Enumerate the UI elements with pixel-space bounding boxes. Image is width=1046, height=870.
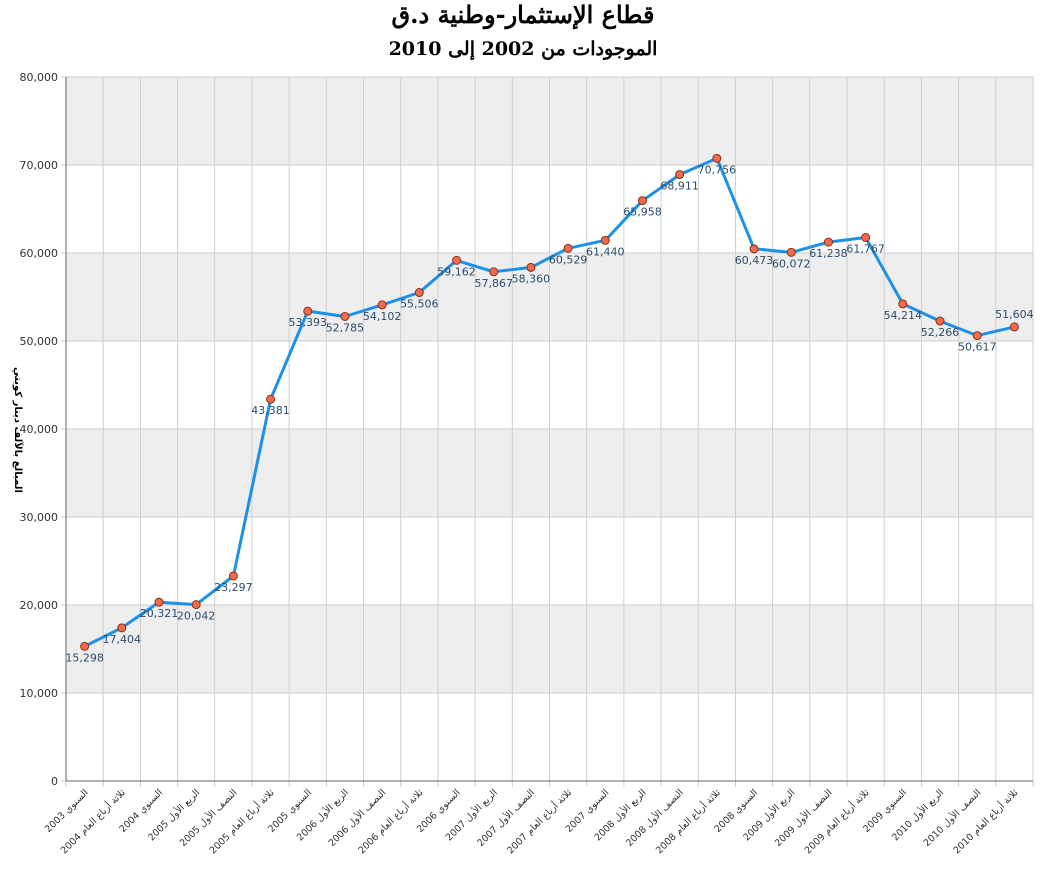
y-tick-labels: 0 10,000 20,000 30,000 40,000 50,000 60,000 70,… — [20, 71, 59, 788]
x-tick-label: ثلاثة أرباع العام 2010 — [950, 786, 1021, 857]
vertical-grid — [65, 77, 1034, 787]
x-tick-label: ثلاثة أرباع العام 2007 — [504, 786, 575, 857]
data-point — [154, 597, 164, 607]
data-label: 60,529 — [549, 253, 588, 266]
chart-title: قطاع الإستثمار-وطنية د.ق — [391, 0, 655, 29]
x-tick-label: ثلاثة أرباع العام 2008 — [653, 786, 724, 857]
data-point — [340, 311, 350, 321]
data-label: 50,617 — [958, 341, 997, 354]
data-label: 20,321 — [140, 607, 179, 620]
y-tick-label: 80,000 — [20, 71, 59, 84]
data-label: 20,042 — [177, 610, 216, 623]
data-point — [526, 262, 536, 272]
data-label: 65,958 — [623, 206, 662, 219]
data-label: 43,381 — [251, 404, 290, 417]
data-point — [1009, 322, 1019, 332]
data-label: 60,072 — [772, 257, 811, 270]
x-tick-label: ثلاثة أرباع العام 2009 — [801, 786, 872, 857]
data-label: 53,393 — [289, 316, 328, 329]
data-label: 54,214 — [884, 309, 923, 322]
data-point — [823, 237, 833, 247]
chart-subtitle: الموجودات من 2002 إلى 2010 — [388, 38, 658, 60]
data-point — [191, 600, 201, 610]
data-label: 58,360 — [512, 272, 551, 285]
data-point — [80, 641, 90, 651]
data-label: 55,506 — [400, 298, 439, 311]
data-point — [228, 571, 238, 581]
data-label: 70,756 — [698, 163, 737, 176]
data-point — [563, 243, 573, 253]
data-point — [749, 244, 759, 254]
data-point — [489, 267, 499, 277]
data-point — [712, 153, 722, 163]
data-label: 61,767 — [846, 242, 885, 255]
y-tick-label: 20,000 — [20, 599, 59, 612]
series-points — [80, 153, 1019, 651]
data-label: 54,102 — [363, 310, 402, 323]
data-point — [675, 170, 685, 180]
data-label: 61,440 — [586, 245, 625, 258]
data-label: 57,867 — [474, 277, 513, 290]
data-point — [414, 288, 424, 298]
data-point — [935, 316, 945, 326]
x-tick-label: ثلاثة أرباع العام 2005 — [206, 786, 277, 857]
data-label: 51,604 — [995, 308, 1034, 321]
x-tick-label: ثلاثة أرباع العام 2006 — [355, 786, 426, 857]
axes — [65, 77, 1033, 782]
data-point — [786, 247, 796, 257]
data-label: 68,911 — [660, 180, 699, 193]
data-point — [452, 255, 462, 265]
y-tick-label: 10,000 — [20, 687, 59, 700]
y-tick-label: 0 — [51, 775, 58, 788]
y-tick-label: 70,000 — [20, 159, 59, 172]
data-point — [303, 306, 313, 316]
y-axis-title: المبالغ بالآلف دينار كويتي — [12, 367, 24, 493]
data-point — [972, 331, 982, 341]
series-line — [83, 156, 1015, 648]
data-point — [861, 232, 871, 242]
data-point — [117, 623, 127, 633]
data-point — [637, 196, 647, 206]
data-point — [898, 299, 908, 309]
y-tick-label: 40,000 — [20, 423, 59, 436]
y-tick-label: 30,000 — [20, 511, 59, 524]
data-label: 61,238 — [809, 247, 848, 260]
data-point — [600, 235, 610, 245]
data-label: 60,473 — [735, 254, 774, 267]
data-point — [377, 300, 387, 310]
data-label: 17,404 — [103, 633, 142, 646]
y-tick-label: 50,000 — [20, 335, 59, 348]
data-label: 52,266 — [921, 326, 960, 339]
data-label: 59,162 — [437, 265, 476, 278]
series-line-group — [83, 156, 1015, 648]
data-label: 52,785 — [326, 321, 365, 334]
data-point — [266, 394, 276, 404]
y-tick-label: 60,000 — [20, 247, 59, 260]
data-label: 15,298 — [65, 651, 104, 664]
x-tick-label: ثلاثة أرباع العام 2004 — [57, 786, 128, 857]
data-label: 23,297 — [214, 581, 253, 594]
